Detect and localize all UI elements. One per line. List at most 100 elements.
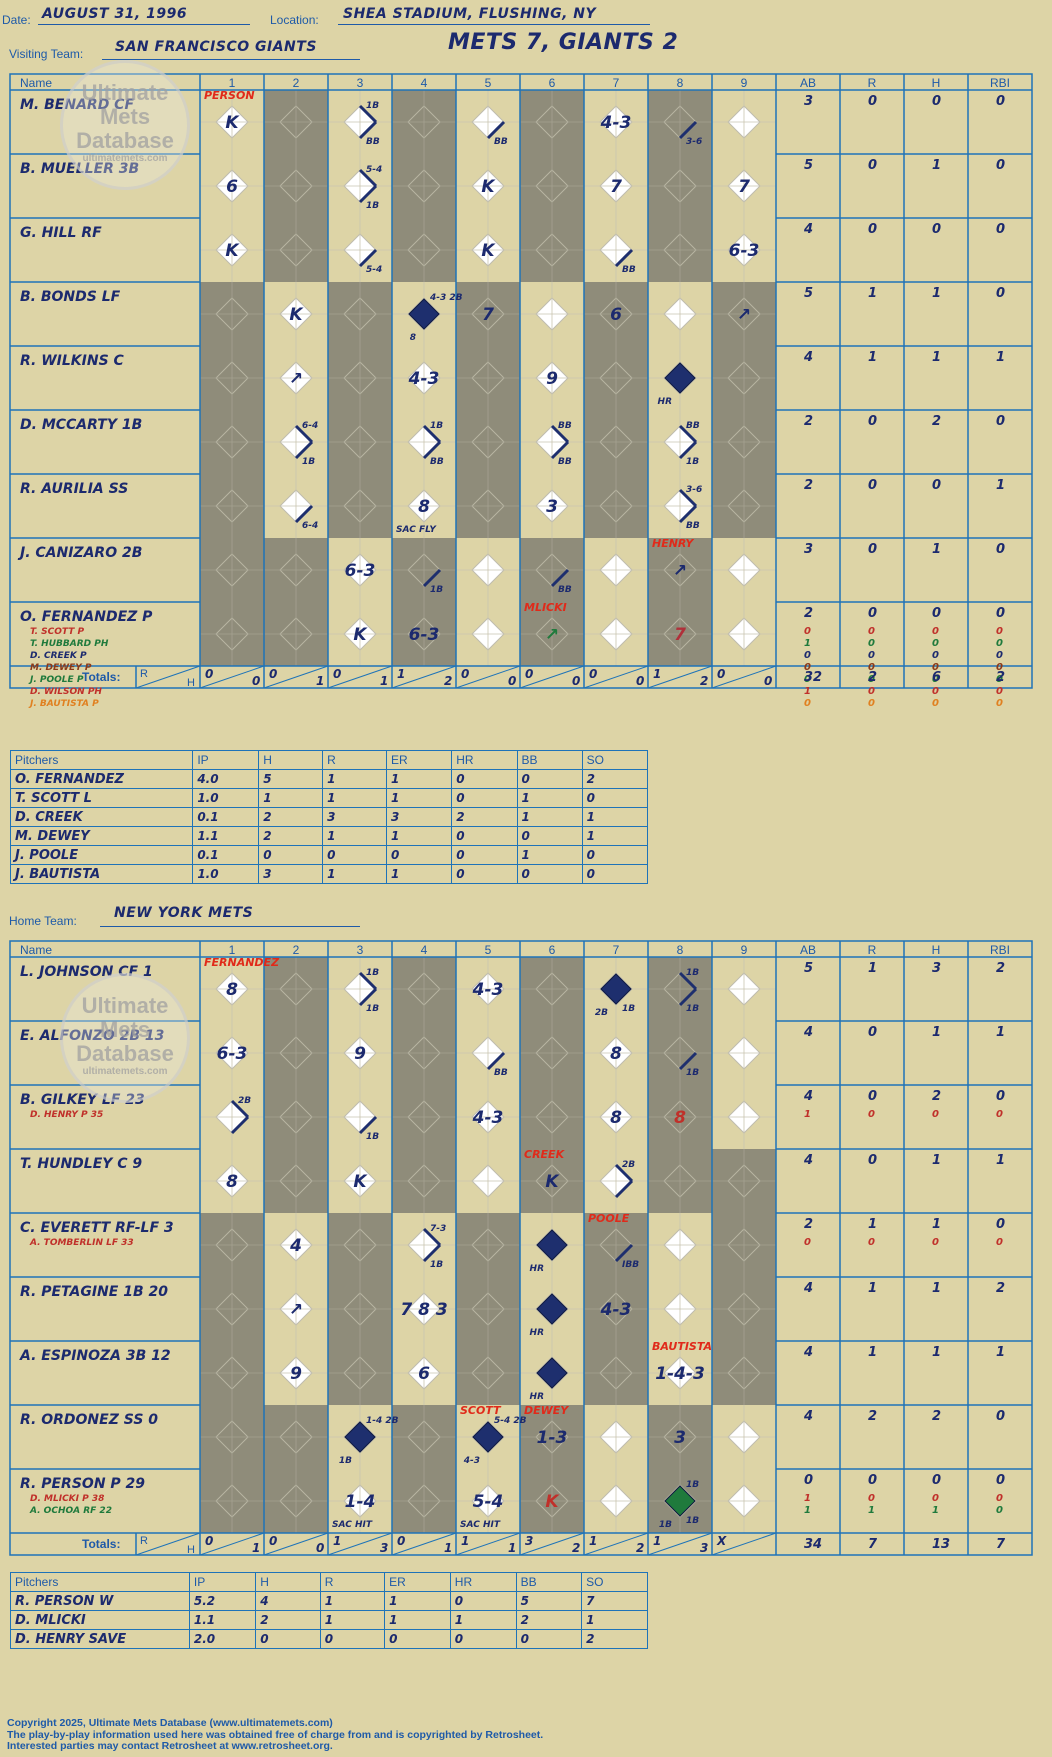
batter-name: R. PERSON P 29 <box>20 1476 145 1492</box>
sub-player-name: J. POOLE P <box>28 675 84 685</box>
inning-header-8: 8 <box>677 943 684 957</box>
sub-stat: 0 <box>932 698 939 709</box>
pitching-header-cell: IP <box>192 750 260 770</box>
play-note: 1B <box>339 1456 352 1466</box>
play-note: 1B <box>659 1520 672 1530</box>
play-note: 2B <box>595 1008 608 1018</box>
totals-divider <box>391 665 457 689</box>
pitching-row: R. PERSON W 5.2 4 1 1 0 5 7 <box>10 1591 648 1611</box>
batter-stat: 1 <box>868 1217 877 1232</box>
pitcher-name: O. FERNANDEZ <box>9 769 194 789</box>
basepath-mark <box>614 1163 634 1183</box>
basepath-mark <box>678 488 698 508</box>
sub-stat: 0 <box>804 698 811 709</box>
batter-stat: 0 <box>996 286 1005 301</box>
inning-runs-total: 0 <box>589 667 597 681</box>
batter-stat: 4 <box>803 1409 813 1424</box>
pitching-stat: 1 <box>386 769 453 789</box>
play-result: K <box>545 1492 560 1512</box>
pitching-stat: 2 <box>258 807 324 827</box>
run-scored-diamond <box>408 298 440 330</box>
stat-header-ab: AB <box>800 943 816 957</box>
batter-stat: 2 <box>868 1409 877 1424</box>
pitching-change-note: PERSON <box>204 89 255 102</box>
play-result: K <box>225 241 240 261</box>
pitching-stat: 2.0 <box>188 1629 257 1649</box>
sub-stat: 0 <box>868 650 875 661</box>
watermark-visitors: Ultimate Mets Database ultimatemets.com <box>60 60 190 190</box>
batter-stat: 1 <box>932 1217 941 1232</box>
batter-stat: 0 <box>996 542 1005 557</box>
play-note: BB <box>558 421 572 431</box>
pitching-stat: 0 <box>449 1591 517 1611</box>
batter-stat: 1 <box>868 961 877 976</box>
totals-label: Totals: <box>82 670 120 684</box>
totals-divider <box>199 1532 265 1556</box>
basepath-mark <box>294 424 314 444</box>
pitching-stat: 1 <box>319 1591 386 1611</box>
batter-stat: 5 <box>804 286 813 301</box>
sub-stat: 0 <box>868 698 875 709</box>
sub-stat: 0 <box>996 1493 1003 1504</box>
sub-stat: 0 <box>804 626 811 637</box>
pitching-row: T. SCOTT L 1.0 1 1 1 0 1 0 <box>9 788 649 808</box>
inning-runs-total: 0 <box>205 667 213 681</box>
play-note: 1B <box>366 1132 379 1142</box>
inning-header-3: 3 <box>357 76 364 90</box>
play-note: 1B <box>686 968 699 978</box>
batter-stat: 1 <box>868 1281 877 1296</box>
pitching-stat: 3 <box>386 807 453 827</box>
batter-stat: 4 <box>803 1345 813 1360</box>
batter-stat: 0 <box>868 1473 877 1488</box>
play-result: 1-4-3 <box>655 1364 705 1384</box>
sub-player-name: A. OCHOA RF 22 <box>29 1506 112 1516</box>
play-note: 6-4 <box>302 521 318 531</box>
pitching-stat: 2 <box>515 1610 583 1630</box>
location-label: Location: <box>270 13 319 27</box>
game-result-title: METS 7, GIANTS 2 <box>448 30 679 55</box>
sub-player-name: A. TOMBERLIN LF 33 <box>29 1238 134 1248</box>
play-result: K <box>353 1172 368 1192</box>
pitching-stat: 1.1 <box>192 826 260 846</box>
totals-divider <box>391 1532 457 1556</box>
totals-divider <box>583 1532 649 1556</box>
batter-name: R. ORDONEZ SS 0 <box>20 1412 158 1428</box>
batter-stat: 0 <box>868 1025 877 1040</box>
pitcher-name: M. DEWEY <box>9 826 194 846</box>
totals-divider <box>519 665 585 689</box>
run-scored-diamond <box>664 362 696 394</box>
play-note: 1B <box>686 1004 699 1014</box>
pitching-stat: 5 <box>258 769 324 789</box>
stat-header-h: H <box>932 943 941 957</box>
play-result: K <box>481 177 496 197</box>
pitching-stat: 1 <box>581 1610 648 1630</box>
team-stat-total: 34 <box>804 1537 822 1552</box>
basepath-mark <box>486 120 506 140</box>
play-result: 6-3 <box>729 241 760 261</box>
play-result: 7 <box>674 625 686 645</box>
sub-stat: 0 <box>932 1237 939 1248</box>
watermark-home: Ultimate Mets Database ultimatemets.com <box>60 973 190 1103</box>
run-scored-diamond <box>536 1293 568 1325</box>
batter-stat: 2 <box>804 1217 813 1232</box>
inning-header-4: 4 <box>421 76 428 90</box>
batter-stat: 2 <box>804 478 813 493</box>
batter-stat: 0 <box>996 1473 1005 1488</box>
basepath-mark <box>678 504 698 524</box>
sub-stat: 1 <box>868 1505 875 1516</box>
pitching-stat: 2 <box>451 807 518 827</box>
sub-stat: 0 <box>996 686 1003 697</box>
play-note: HR <box>530 1264 545 1274</box>
basepath-mark <box>614 248 634 268</box>
inning-runs-total: 1 <box>653 667 661 681</box>
play-note: 1B <box>366 968 379 978</box>
pitching-row: D. HENRY SAVE 2.0 0 0 0 0 0 2 <box>10 1629 648 1649</box>
pitching-row: J. BAUTISTA 1.0 3 1 1 0 0 0 <box>9 864 649 884</box>
inning-runs-total: 3 <box>525 1534 533 1548</box>
sub-player-name: D. WILSON PH <box>30 687 102 697</box>
play-result: ↗ <box>289 1300 303 1320</box>
play-note: 4-3 <box>463 1456 480 1466</box>
totals-divider <box>135 665 201 689</box>
play-result: 6 <box>418 1364 430 1384</box>
play-note: 1B <box>686 1480 699 1490</box>
